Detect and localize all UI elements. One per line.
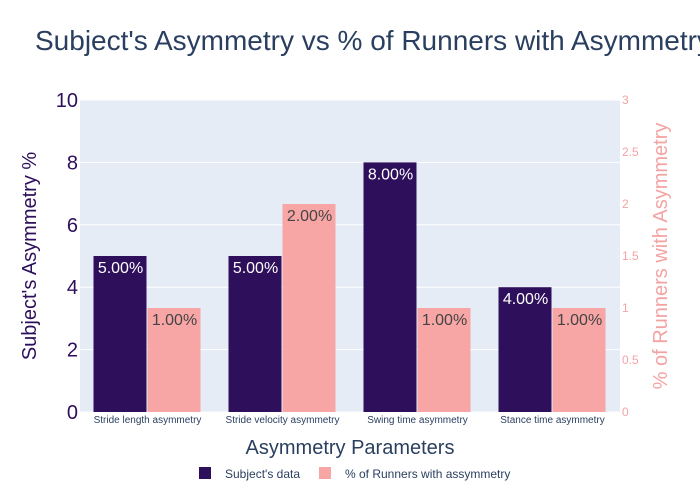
y-tick-left: 8 <box>67 152 78 174</box>
x-tick-label: Stride velocity asymmetry <box>226 415 340 426</box>
y-axis-left-title: Subject's Asymmetry % <box>19 152 41 361</box>
bar-value-label: 1.00% <box>422 312 467 329</box>
bar-subject <box>363 162 417 412</box>
y-tick-left: 6 <box>67 215 78 237</box>
x-tick-label: Swing time asymmetry <box>367 415 468 426</box>
bar-value-label: 5.00% <box>98 260 143 277</box>
chart-title: Subject's Asymmetry vs % of Runners with… <box>35 25 700 56</box>
bars <box>93 162 606 412</box>
x-tick-label: Stride length asymmetry <box>94 415 202 426</box>
y-tick-right: 2 <box>622 197 629 211</box>
bar-subject <box>228 256 282 412</box>
bar-subject <box>498 287 552 412</box>
y-axis-right-ticks: 0 0.5 1 1.5 2 2.5 3 <box>622 93 639 419</box>
legend-item: % of Runners with assymmetry <box>345 467 510 481</box>
legend-swatch <box>199 467 211 479</box>
y-tick-left: 2 <box>67 340 78 362</box>
y-tick-left: 4 <box>67 277 78 299</box>
bar-labels: 5.00% 1.00% 5.00% 2.00% 8.00% 1.00% 4.00% 1.00% <box>98 166 602 329</box>
legend-swatch <box>319 467 331 479</box>
y-tick-right: 1.5 <box>622 249 639 263</box>
y-tick-left: 10 <box>56 90 78 112</box>
bar-value-label: 2.00% <box>287 208 332 225</box>
legend: Subject's data % of Runners with assymmet… <box>199 467 510 481</box>
y-tick-right: 0.5 <box>622 353 639 367</box>
bar-runners <box>282 204 336 412</box>
x-tick-label: Stance time asymmetry <box>500 415 604 426</box>
x-axis-ticks: Stride length asymmetry Stride velocity a… <box>94 415 605 426</box>
y-tick-right: 0 <box>622 405 629 419</box>
legend-item: Subject's data <box>225 467 300 481</box>
y-tick-left: 0 <box>67 402 78 424</box>
x-axis-title: Asymmetry Parameters <box>246 437 455 459</box>
bar-value-label: 1.00% <box>152 312 197 329</box>
bar-runners <box>552 308 606 412</box>
bar-subject <box>93 256 147 412</box>
y-tick-right: 1 <box>622 301 629 315</box>
y-tick-right: 3 <box>622 93 629 107</box>
bar-runners <box>417 308 471 412</box>
bar-value-label: 1.00% <box>557 312 602 329</box>
bar-runners <box>147 308 201 412</box>
bar-value-label: 5.00% <box>233 260 278 277</box>
y-axis-right-title: % of Runners with Asymmetry <box>650 123 672 390</box>
bar-value-label: 8.00% <box>368 166 413 183</box>
y-tick-right: 2.5 <box>622 145 639 159</box>
y-axis-left-ticks: 0 2 4 6 8 10 <box>56 90 78 424</box>
bar-value-label: 4.00% <box>503 291 548 308</box>
